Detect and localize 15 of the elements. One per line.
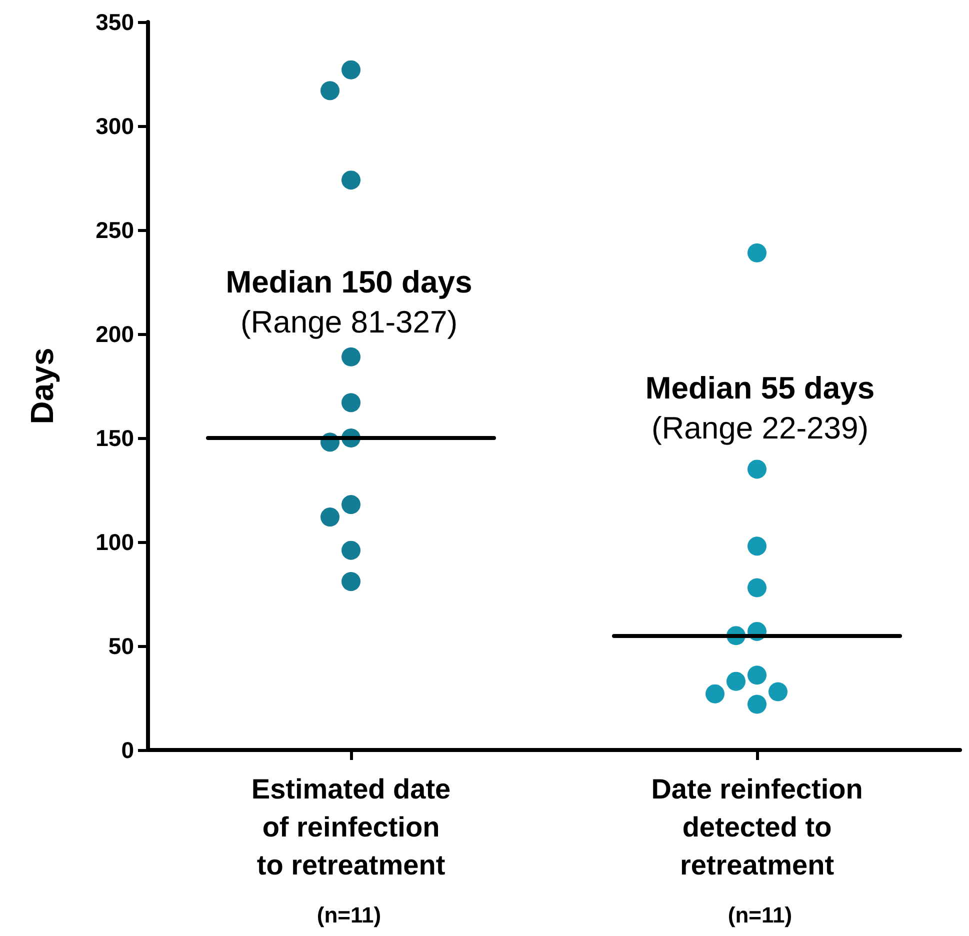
x-tick-label: Estimated date of reinfection to retreatment	[251, 774, 451, 880]
y-tick-label: 250	[96, 217, 134, 243]
y-tick-label: 50	[108, 633, 134, 659]
y-tick-label: 300	[96, 113, 134, 139]
text: (n=11)	[316, 902, 382, 928]
annotation: Median 150 days (Range 81-327)	[226, 264, 472, 340]
y-tick-label: 100	[96, 529, 134, 555]
y-tick-label: 150	[96, 425, 134, 451]
y-tick-label: 200	[96, 321, 134, 347]
text: (n=11)	[728, 902, 792, 928]
y-axis-title: Days	[24, 348, 60, 424]
y-tick-label: 350	[96, 9, 134, 35]
x-tick-label: Date reinfection detected to retreatment	[651, 774, 863, 880]
annotation: Median 55 days (Range 22-239)	[645, 370, 875, 446]
y-tick-label: 0	[121, 737, 134, 763]
